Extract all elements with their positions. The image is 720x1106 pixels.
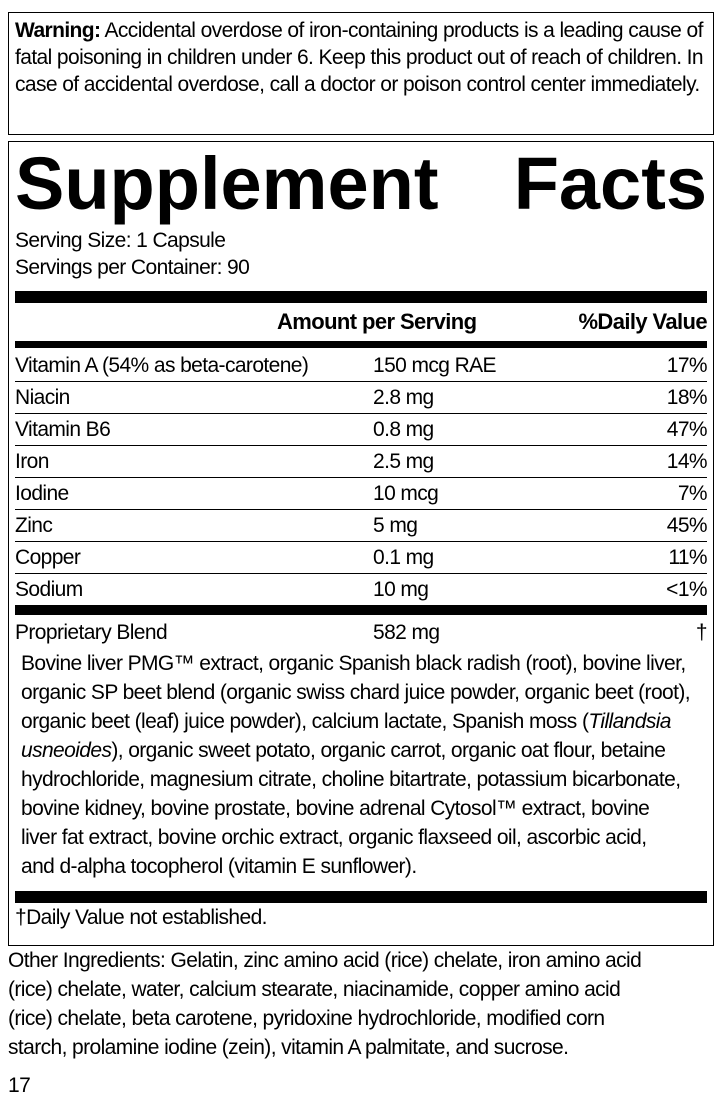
nutrient-dv: 11% <box>668 545 707 569</box>
nutrient-name: Niacin <box>15 385 70 409</box>
nutrient-name: Sodium <box>15 578 83 601</box>
blend-name: Proprietary Blend <box>15 621 168 644</box>
nutrient-row: Vitamin B6 0.8 mg 47% <box>15 414 708 446</box>
nutrient-name: Copper <box>15 545 81 569</box>
other-line: (rice) chelate, water, calcium stearate,… <box>8 978 621 1001</box>
other-ingredients: Other Ingredients: Gelatin, zinc amino a… <box>8 946 642 1062</box>
ingredient-line: Bovine liver PMG™ extract, organic Spani… <box>21 652 686 675</box>
ingredient-line: bovine kidney, bovine prostate, bovine a… <box>21 797 650 820</box>
nutrient-row: Vitamin A (54% as beta-carotene) 150 mcg … <box>15 350 708 382</box>
title-word-2: Facts <box>513 142 707 225</box>
supplement-facts-panel: Supplement Facts Serving Size: 1 Capsule … <box>8 141 714 946</box>
nutrient-amount: 0.8 mg <box>373 417 434 441</box>
nutrient-amount: 5 mg <box>373 513 418 537</box>
ingredient-line: liver fat extract, bovine orchic extract… <box>21 826 647 849</box>
nutrient-row: Copper 0.1 mg 11% <box>15 542 708 574</box>
servings-per-container: Servings per Container: 90 <box>15 256 250 279</box>
serving-size: Serving Size: 1 Capsule <box>15 229 226 252</box>
other-line: (rice) chelate, beta carotene, pyridoxin… <box>8 1007 605 1030</box>
nutrient-row: Iron 2.5 mg 14% <box>15 446 708 478</box>
nutrient-name: Iron <box>15 449 49 473</box>
ingredient-text: ), organic sweet potato, organic carrot,… <box>111 739 666 762</box>
ingredient-line: hydrochloride, magnesium citrate, cholin… <box>21 768 681 791</box>
blend-dv: † <box>695 621 708 644</box>
divider <box>15 891 707 903</box>
blend-ingredients: Bovine liver PMG™ extract, organic Spani… <box>15 649 707 881</box>
amount-header: Amount per Serving <box>277 309 477 334</box>
nutrient-dv: 14% <box>666 449 708 473</box>
warning-box: Warning: Accidental overdose of iron-con… <box>8 12 714 135</box>
warning-label: Warning: <box>15 19 101 42</box>
nutrient-name: Vitamin B6 <box>15 417 111 441</box>
nutrient-row: Iodine 10 mcg 7% <box>15 478 708 510</box>
ingredient-line: usneoides), organic sweet potato, organi… <box>21 736 707 765</box>
nutrient-amount: 150 mcg RAE <box>373 353 497 377</box>
nutrient-amount: 2.5 mg <box>373 449 434 473</box>
panel-title: Supplement Facts <box>15 144 707 224</box>
nutrient-dv: 45% <box>666 513 708 537</box>
dv-header: %Daily Value <box>578 309 707 334</box>
nutrient-dv: 18% <box>666 385 708 409</box>
blend-row: Proprietary Blend 582 mg † <box>15 617 708 649</box>
divider <box>15 341 707 348</box>
nutrient-dv: 47% <box>666 417 708 441</box>
nutrient-row: Niacin 2.8 mg 18% <box>15 382 708 414</box>
nutrient-amount: 10 mcg <box>373 481 439 505</box>
divider <box>15 291 707 303</box>
ingredient-text: organic beet (leaf) juice powder), calci… <box>21 710 589 733</box>
nutrient-name: Vitamin A (54% as beta-carotene) <box>15 353 309 377</box>
other-line: Other Ingredients: Gelatin, zinc amino a… <box>8 949 642 972</box>
blend-amount: 582 mg <box>373 621 440 644</box>
nutrient-dv: 7% <box>677 481 708 505</box>
nutrient-amount: 0.1 mg <box>373 545 434 569</box>
other-line: starch, prolamine iodine (zein), vitamin… <box>8 1036 569 1059</box>
ingredient-line: organic beet (leaf) juice powder), calci… <box>21 707 707 736</box>
ingredient-line: and d-alpha tocopherol (vitamin E sunflo… <box>21 855 417 878</box>
ingredient-italic: Tillandsia <box>588 710 671 733</box>
nutrient-name: Iodine <box>15 481 69 505</box>
page-number: 17 <box>8 1074 31 1097</box>
nutrient-amount: 2.8 mg <box>373 385 434 409</box>
nutrient-name: Zinc <box>15 513 53 537</box>
footnote: †Daily Value not established. <box>15 906 267 929</box>
nutrient-dv: <1% <box>666 578 707 601</box>
ingredient-italic: usneoides <box>21 739 112 762</box>
warning-text: Accidental overdose of iron-containing p… <box>15 19 704 96</box>
column-header: Amount per Serving %Daily Value <box>15 303 708 341</box>
nutrient-amount: 10 mg <box>373 578 429 601</box>
nutrient-row: Zinc 5 mg 45% <box>15 510 708 542</box>
ingredient-line: organic SP beet blend (organic swiss cha… <box>21 681 691 704</box>
nutrient-dv: 17% <box>666 353 708 377</box>
nutrient-row: Sodium 10 mg <1% <box>15 574 708 606</box>
divider <box>15 605 707 615</box>
title-word-1: Supplement <box>15 142 439 225</box>
